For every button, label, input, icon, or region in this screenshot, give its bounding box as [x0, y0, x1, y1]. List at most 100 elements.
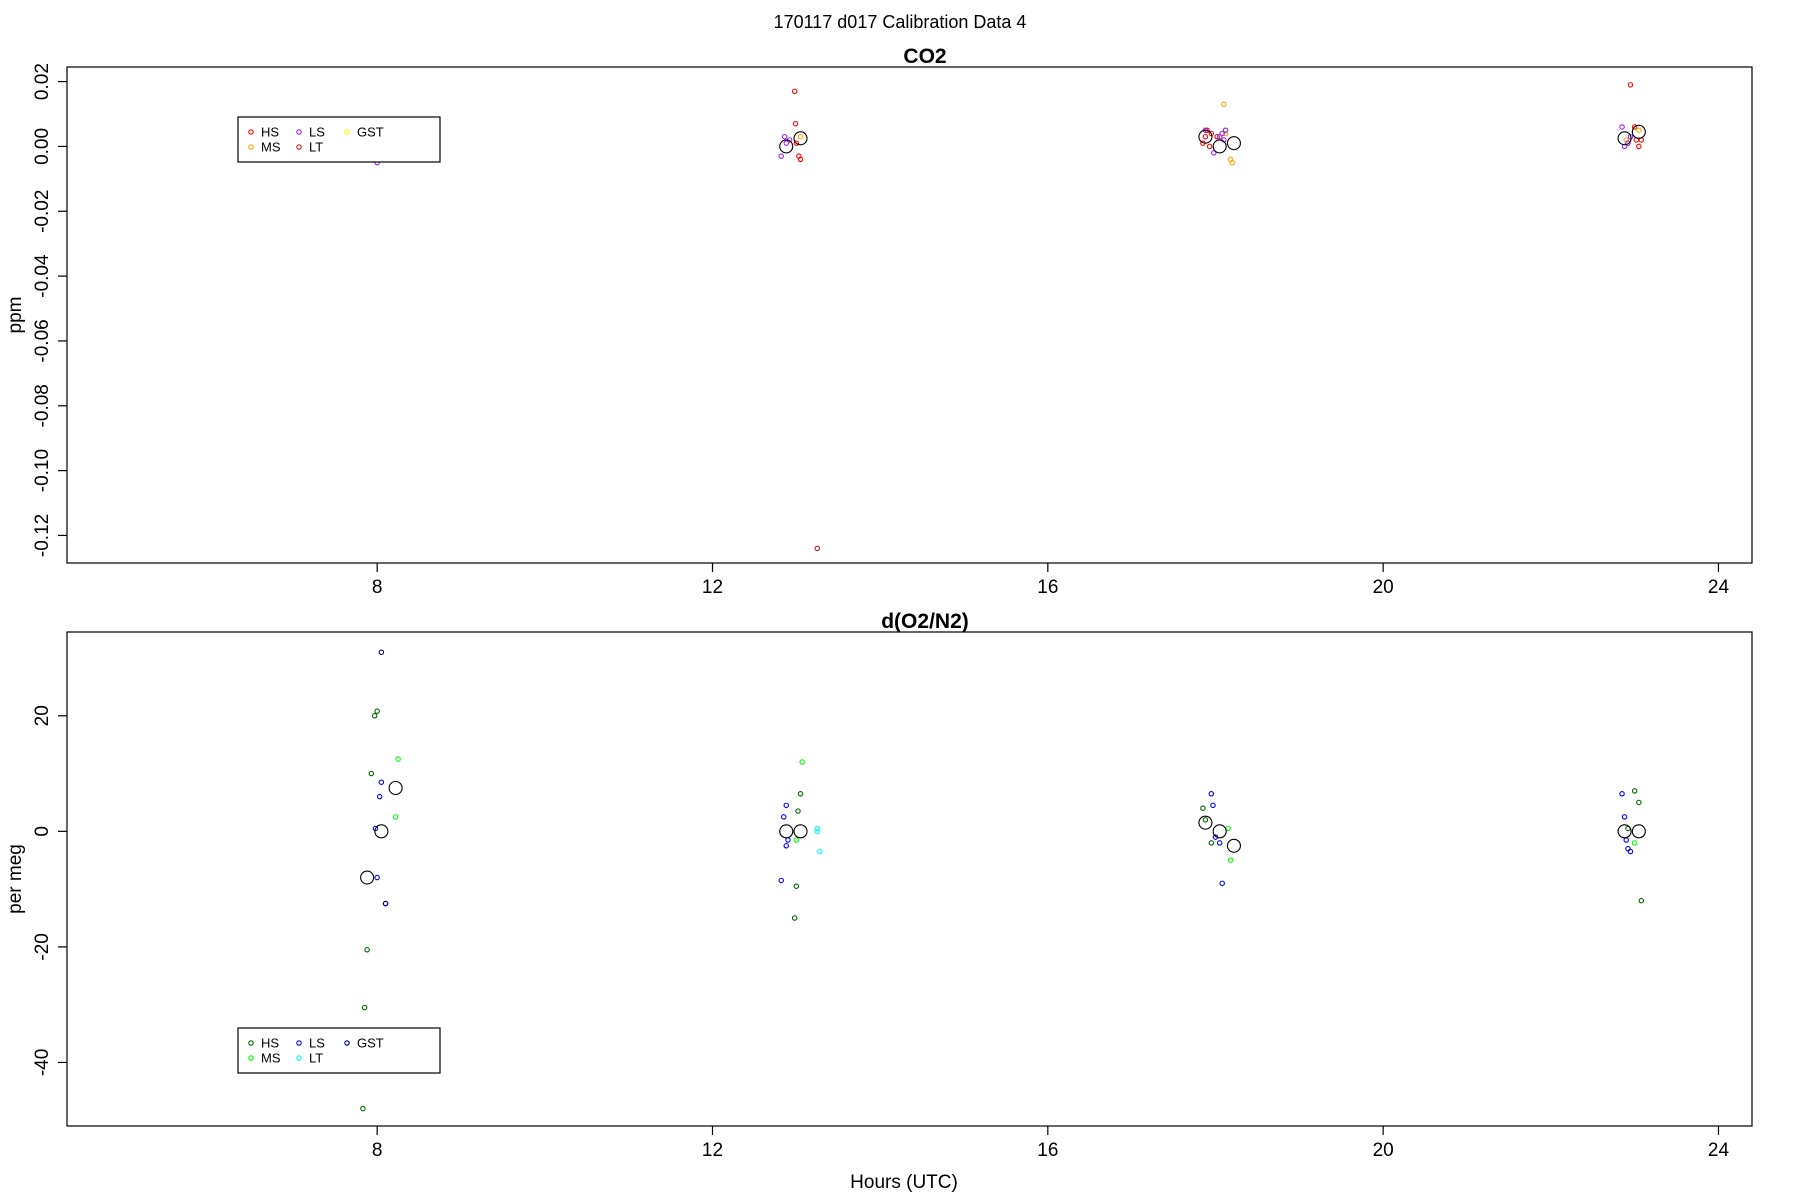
o2n2-point-hs — [364, 947, 370, 953]
co2-point-hs — [1631, 124, 1638, 130]
o2n2-legend-label: MS — [261, 1051, 281, 1066]
co2-mean-marker — [1617, 131, 1632, 146]
o2n2-x-tick-label: 16 — [1037, 1140, 1058, 1161]
co2-point-ls — [1619, 124, 1625, 130]
co2-x-tick-label: 24 — [1708, 577, 1730, 598]
o2n2-point-ls — [1210, 802, 1216, 809]
o2n2-point-ls — [378, 779, 385, 785]
o2n2-legend-marker — [296, 1055, 302, 1061]
co2-point-ms — [1229, 159, 1235, 166]
o2n2-mean-marker — [793, 824, 808, 839]
o2n2-legend-label: GST — [357, 1036, 384, 1051]
o2n2-legend-marker — [248, 1040, 254, 1046]
co2-point-ls — [1621, 143, 1628, 150]
o2n2-point-ls — [1619, 791, 1625, 797]
o2n2-y-tick-label: -20 — [32, 933, 53, 960]
co2-y-tick-label: -0.02 — [32, 190, 53, 233]
o2n2-y-tick-label: -40 — [32, 1049, 53, 1076]
co2-y-axis-label: ppm — [5, 297, 26, 334]
o2n2-legend-marker — [344, 1040, 350, 1046]
co2-legend-label: HS — [261, 125, 279, 140]
o2n2-point-ls — [372, 825, 379, 832]
o2n2-point-hs — [1208, 840, 1215, 846]
co2-point-ms — [1222, 130, 1229, 137]
co2-y-tick-label: -0.10 — [32, 449, 53, 492]
co2-point-hs — [1627, 82, 1634, 88]
o2n2-point-hs — [797, 791, 804, 797]
co2-point-ms — [1636, 127, 1642, 133]
o2n2-point-lt — [817, 848, 823, 855]
co2-mean-marker — [779, 139, 794, 154]
o2n2-point-hs — [793, 883, 800, 889]
o2n2-point-ls — [374, 874, 380, 881]
o2n2-legend-label: LS — [309, 1036, 325, 1051]
o2n2-point-hs — [1636, 799, 1642, 806]
co2-y-axis: -0.12 -0.10 -0.08 -0.06 -0.04 -0.02 0.00 0.02 — [32, 63, 67, 557]
co2-point-ls — [1625, 140, 1631, 146]
o2n2-x-tick-label: 12 — [702, 1140, 723, 1161]
co2-point-ls — [778, 153, 784, 159]
co2-point-ls — [1222, 127, 1229, 133]
o2n2-mean-marker — [1212, 824, 1227, 839]
x-axis-label: Hours (UTC) — [850, 1172, 958, 1193]
co2-x-tick-label: 20 — [1373, 577, 1394, 598]
co2-point-hs — [793, 140, 800, 146]
figure-title: 170117 d017 Calibration Data 4 — [774, 12, 1027, 32]
o2n2-point-ls — [1627, 848, 1634, 855]
o2n2-mean-marker — [1226, 838, 1241, 853]
o2n2-mean-marker — [1631, 824, 1646, 839]
co2-y-tick-label: -0.04 — [32, 254, 53, 298]
co2-point-ms — [1221, 101, 1227, 108]
co2-point-lt — [814, 545, 821, 552]
co2-point-hs — [791, 88, 798, 95]
o2n2-point-ms — [1631, 840, 1638, 846]
co2-y-tick-label: 0.00 — [32, 128, 53, 165]
o2n2-legend-marker — [296, 1040, 302, 1046]
co2-x-tick-label: 8 — [372, 577, 383, 598]
o2n2-point-hs — [360, 1105, 366, 1112]
co2-legend-marker — [248, 129, 254, 135]
o2n2-y-axis: -40 -20 0 20 — [32, 705, 67, 1076]
o2n2-point-hs — [1631, 788, 1638, 794]
o2n2-point-hs — [791, 915, 798, 921]
o2n2-plot-frame — [66, 631, 1753, 1127]
o2n2-mean-marker — [388, 780, 403, 796]
co2-x-axis: 8 12 16 20 24 — [372, 563, 1730, 598]
co2-y-tick-label: -0.08 — [32, 384, 53, 427]
co2-point-hs — [792, 120, 799, 127]
co2-legend-box — [237, 116, 441, 163]
co2-point-ls — [781, 133, 788, 140]
o2n2-point-ls — [1623, 837, 1630, 843]
o2n2-point-ms — [793, 837, 800, 843]
o2n2-point-ms — [392, 814, 399, 820]
o2n2-point-hs — [1638, 897, 1645, 904]
co2-point-hs — [797, 156, 804, 163]
co2-panel: CO2 ppm 8 12 16 20 24 -0.12-0.10-0.08-0.06-0… — [5, 45, 1753, 598]
o2n2-point-hs — [371, 713, 378, 719]
co2-point-hs — [1214, 133, 1220, 140]
o2n2-x-tick-label: 24 — [1708, 1140, 1730, 1161]
o2n2-point-hs — [795, 808, 801, 814]
o2n2-point-ls — [783, 802, 790, 809]
co2-point-hs — [1636, 143, 1642, 150]
o2n2-legend-label: LT — [309, 1051, 323, 1066]
o2n2-point-hs — [1202, 817, 1209, 823]
co2-legend-marker — [344, 129, 350, 135]
co2-point-ls — [1211, 150, 1217, 156]
o2n2-point-lt — [814, 825, 821, 832]
co2-mean-marker — [1226, 136, 1241, 151]
o2n2-mean-marker — [374, 824, 389, 839]
o2n2-mean-marker — [360, 870, 375, 885]
o2n2-panel-title: d(O2/N2) — [881, 610, 969, 633]
o2n2-point-hs — [374, 708, 380, 714]
co2-y-tick-label: 0.02 — [32, 63, 53, 100]
o2n2-point-ls — [785, 837, 791, 843]
o2n2-point-ls — [1208, 791, 1215, 797]
co2-mean-marker — [1212, 139, 1227, 154]
o2n2-x-tick-label: 8 — [372, 1140, 383, 1161]
co2-panel-title: CO2 — [903, 45, 946, 68]
o2n2-point-ms — [1227, 857, 1234, 863]
o2n2-point-ls — [1621, 814, 1628, 820]
